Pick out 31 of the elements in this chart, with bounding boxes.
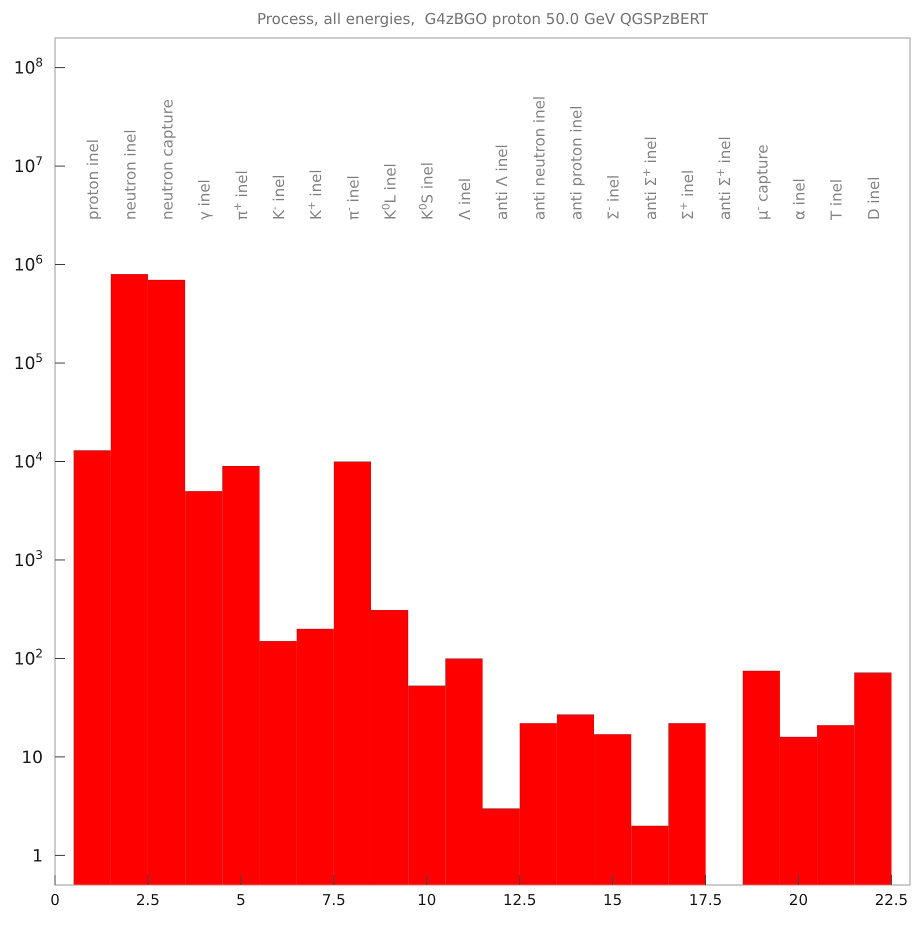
x-tick-label: 7.5 bbox=[322, 891, 346, 909]
y-tick-label: 10 bbox=[21, 748, 43, 768]
annotation: anti Λ inel bbox=[493, 144, 512, 220]
annotation: neutron inel bbox=[121, 130, 140, 220]
annotation: α inel bbox=[790, 178, 808, 220]
x-tick-label: 22.5 bbox=[874, 891, 908, 909]
y-tick-label: 10$^{5}$ bbox=[14, 351, 43, 374]
y-tick-label: 10$^{2}$ bbox=[14, 646, 43, 670]
annotation: anti proton inel bbox=[567, 106, 586, 220]
annotation: D inel bbox=[864, 176, 883, 220]
x-tick-label: 15 bbox=[603, 891, 622, 909]
y-tick-label: 10$^{7}$ bbox=[14, 154, 43, 178]
y-tick-label: 1 bbox=[32, 846, 43, 866]
y-tick-label: 10$^{6}$ bbox=[14, 252, 43, 276]
x-tick-label: 2.5 bbox=[136, 891, 160, 909]
annotation: anti neutron inel bbox=[530, 96, 548, 220]
y-tick-label: 10$^{3}$ bbox=[14, 548, 43, 571]
annotation: T inel bbox=[828, 178, 846, 221]
annotation: neutron capture bbox=[158, 99, 177, 220]
annotation: Λ inel bbox=[456, 178, 474, 220]
annotation: γ inel bbox=[196, 179, 214, 220]
chart-title: Process, all energies, G4zBGO proton 50.0 GeV QGSPzBERT bbox=[257, 10, 709, 28]
x-tick-label: 5 bbox=[236, 891, 246, 909]
y-tick-label: 10$^{8}$ bbox=[14, 56, 43, 79]
y-tick-label: 10$^{4}$ bbox=[14, 450, 43, 472]
x-tick-label: 20 bbox=[788, 891, 808, 909]
x-tick-label: 10 bbox=[417, 891, 436, 909]
x-tick-label: 0 bbox=[50, 891, 60, 909]
x-tick-label: 12.5 bbox=[502, 891, 536, 909]
annotation: proton inel bbox=[84, 139, 102, 220]
x-tick-label: 17.5 bbox=[688, 891, 722, 909]
